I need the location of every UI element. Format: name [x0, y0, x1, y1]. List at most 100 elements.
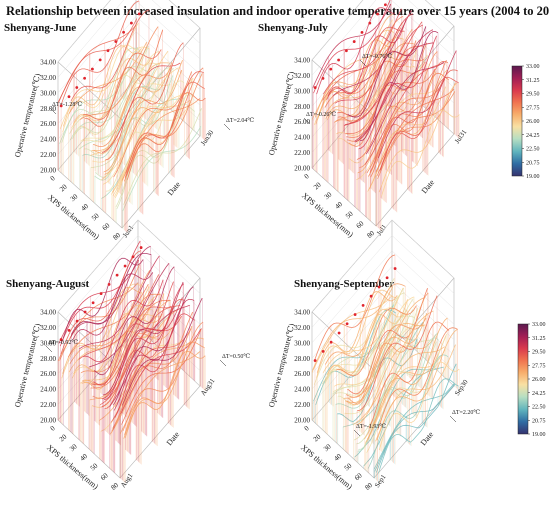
series-line: [344, 24, 423, 126]
series-line: [59, 22, 139, 129]
series-line: [357, 295, 438, 412]
series-line: [376, 329, 458, 441]
date-tick-label: Aug31: [199, 377, 217, 398]
series-line: [93, 266, 175, 376]
annotation-pointer: [449, 415, 457, 423]
series-line: [356, 341, 437, 445]
series-line: [355, 42, 434, 143]
mean-marker: [83, 310, 87, 314]
series-line: [72, 57, 152, 125]
x-tick-label: 40: [78, 452, 89, 463]
series-line: [366, 333, 447, 453]
panel-3: 20.00 22.00 24.00 26.00 28.00 30.00 32.00 34.00…: [267, 219, 480, 492]
series-line: [93, 62, 173, 154]
series-line: [373, 383, 455, 470]
x-tick-label: 60: [355, 219, 366, 230]
date-axis-label: Date: [419, 430, 436, 448]
mean-marker: [131, 255, 135, 259]
series-line: [336, 305, 417, 377]
mean-marker: [385, 276, 389, 280]
x-tick-label: 50: [89, 461, 100, 472]
series-line: [100, 67, 179, 181]
annotation-pointer: [49, 107, 57, 115]
mean-marker: [59, 338, 63, 341]
series-line: [70, 9, 150, 102]
series-line: [88, 262, 170, 368]
annotation-pointer: [45, 345, 53, 353]
series-line: [60, 0, 140, 105]
series-line: [375, 363, 457, 473]
series-line: [69, 269, 151, 365]
series-line: [68, 286, 150, 373]
x-tick-label: 20: [58, 182, 69, 193]
mean-marker: [59, 104, 63, 108]
series-line: [359, 51, 438, 168]
series-line: [357, 71, 437, 174]
delta-t-annotation: ΔT=-1.93℃: [356, 423, 386, 430]
series-line: [347, 26, 427, 118]
colorbar-tick-label: 33.00: [526, 64, 540, 70]
series-line: [313, 278, 395, 385]
series-line: [58, 259, 140, 344]
colorbar-ramp: [517, 323, 529, 435]
series-line: [312, 3, 392, 88]
mean-marker: [368, 21, 372, 25]
mean-marker: [122, 30, 125, 34]
x-tick-label: 40: [79, 202, 90, 213]
mean-marker: [360, 30, 364, 34]
x-tick-label: 80: [365, 229, 376, 240]
series-line: [343, 297, 424, 399]
colorbar-tick-label: 24.25: [532, 391, 546, 397]
z-tick-label: 32.00: [40, 74, 56, 82]
z-tick-label: 28.00: [294, 355, 310, 363]
z-gridline: [57, 0, 201, 93]
z-tick-label: 26.00: [40, 370, 56, 378]
series-line: [334, 296, 415, 387]
x-tick-label: 30: [322, 442, 333, 453]
series-line: [90, 299, 171, 389]
series-line: [111, 99, 191, 193]
mean-marker: [123, 264, 127, 268]
mean-marker: [329, 67, 333, 71]
z-tick-label: 28.00: [40, 355, 56, 363]
series-line: [323, 8, 402, 95]
series-line: [84, 29, 164, 127]
x-tick-label: 50: [343, 461, 354, 472]
mean-marker: [345, 322, 349, 326]
z-tick-label: 28.00: [294, 103, 310, 111]
series-line: [122, 321, 204, 432]
mean-marker: [99, 292, 103, 295]
colorbar-ramp: [511, 65, 523, 177]
mean-marker: [75, 319, 79, 323]
series-line: [346, 61, 426, 142]
series-line: [111, 325, 193, 432]
z-tick-label: 26.00: [294, 370, 310, 378]
series-line: [81, 62, 160, 143]
x-tick-label: 30: [68, 442, 79, 453]
series-line: [347, 292, 429, 404]
delta-t-annotation: ΔT=2.20℃: [452, 409, 480, 416]
series-line: [119, 351, 201, 435]
series-line: [367, 317, 448, 440]
series-line: [93, 281, 174, 386]
colorbar-tick-label: 20.75: [526, 160, 540, 166]
series-line: [345, 322, 426, 404]
z-gridline: [311, 219, 455, 313]
series-line: [83, 279, 164, 363]
series-line: [78, 274, 160, 360]
series-line: [70, 245, 151, 338]
series-line: [105, 42, 184, 161]
z-tick-label: 26.00: [40, 120, 56, 128]
series-line: [90, 67, 169, 168]
series-line: [356, 68, 436, 160]
mean-marker: [337, 331, 341, 335]
series-line: [368, 321, 450, 429]
series-line: [344, 324, 425, 415]
mean-marker: [107, 282, 111, 286]
mean-marker: [91, 301, 95, 305]
series-line: [79, 26, 159, 120]
z-gridline: [57, 219, 201, 313]
series-line: [324, 16, 404, 108]
series-line: [103, 283, 185, 400]
z-tick-label: 32.00: [294, 324, 310, 332]
